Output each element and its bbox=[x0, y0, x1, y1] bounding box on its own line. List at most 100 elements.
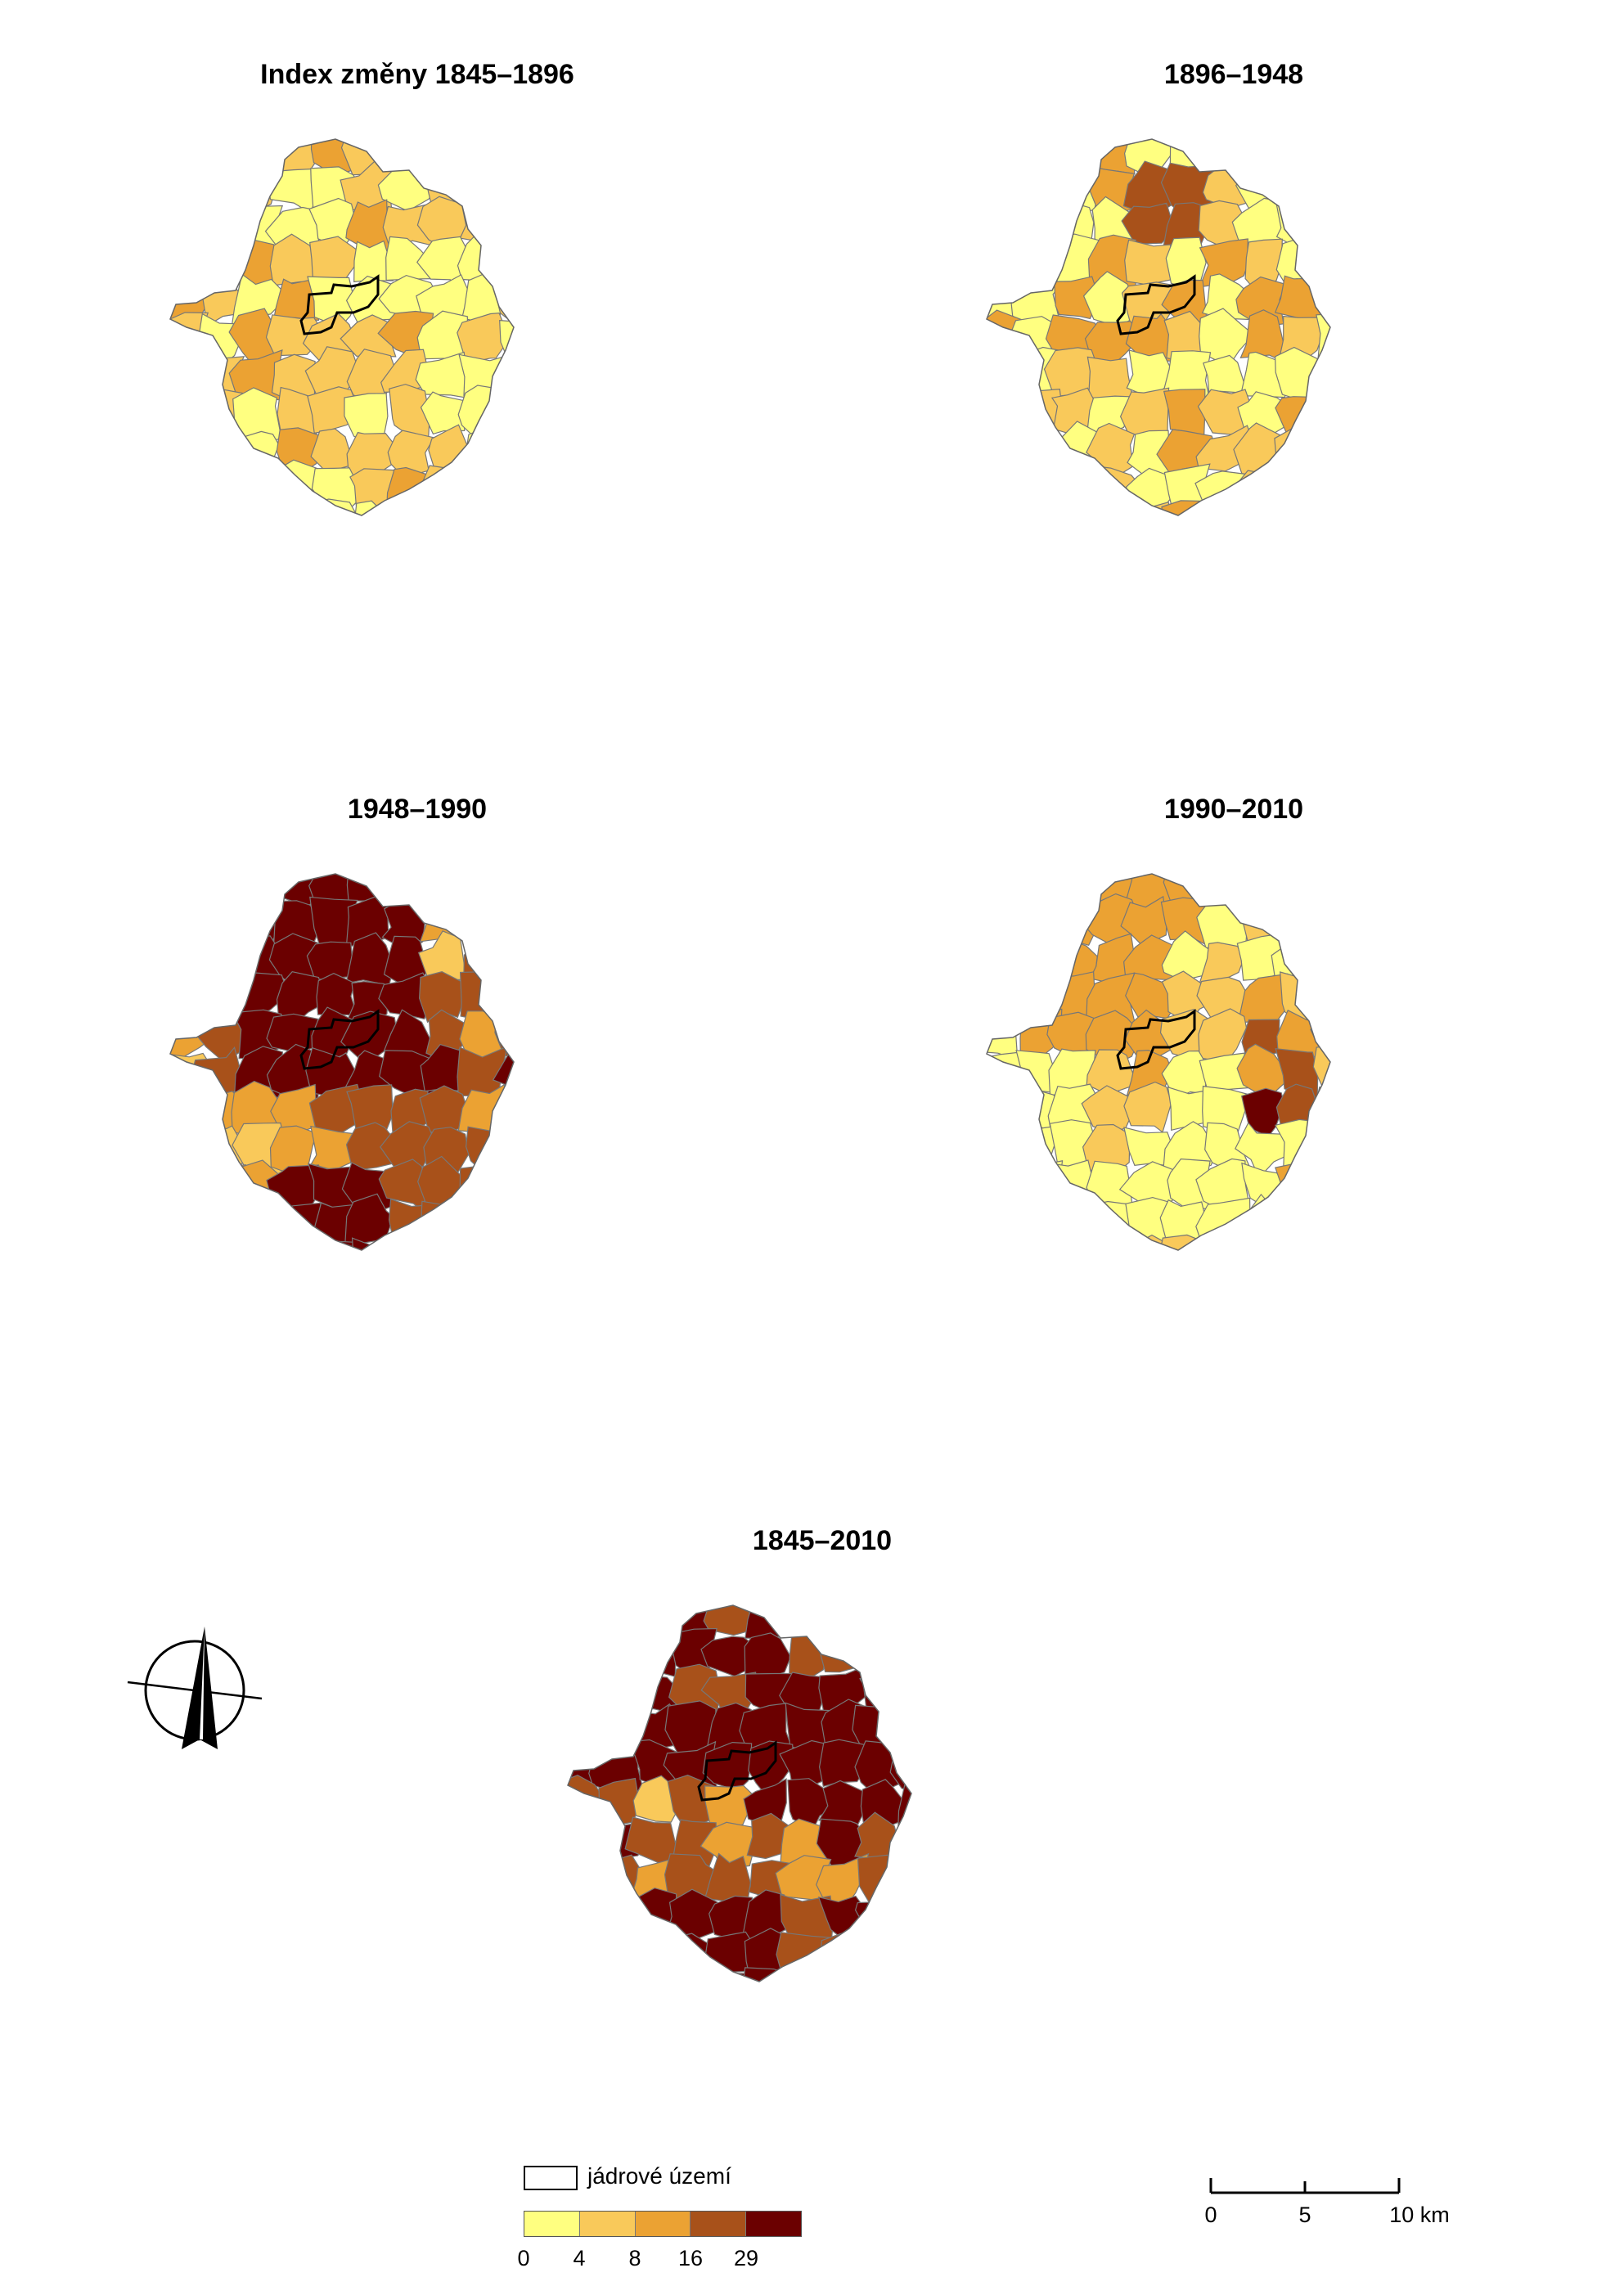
municipality-polygon bbox=[1311, 1084, 1330, 1137]
municipality-polygon bbox=[495, 898, 514, 949]
municipality-polygon bbox=[744, 1632, 792, 1681]
municipality-polygon bbox=[1272, 1233, 1326, 1250]
municipality-polygon bbox=[987, 898, 1025, 943]
study-area-boundary bbox=[986, 873, 1331, 1251]
municipality-polygon bbox=[452, 502, 506, 515]
municipality-polygon bbox=[495, 1119, 514, 1179]
municipality-polygon bbox=[896, 1855, 911, 1906]
municipality-polygon bbox=[1121, 202, 1175, 246]
municipality-polygon bbox=[1270, 139, 1326, 176]
municipality-polygon bbox=[170, 312, 209, 362]
municipality-polygon bbox=[1309, 969, 1330, 1022]
municipality-polygon bbox=[1235, 470, 1291, 513]
municipality-polygon bbox=[457, 233, 514, 282]
municipality-polygon bbox=[453, 1199, 506, 1244]
municipality-polygon bbox=[1158, 1234, 1213, 1250]
municipality-polygon bbox=[1016, 499, 1058, 515]
municipality-polygon bbox=[568, 1666, 599, 1721]
municipality-polygon bbox=[170, 237, 203, 285]
municipality-polygon bbox=[170, 352, 205, 398]
municipality-polygon bbox=[1202, 160, 1252, 209]
municipality-polygon bbox=[276, 971, 326, 1025]
municipality-polygon bbox=[1200, 506, 1251, 515]
municipality-polygon bbox=[740, 1967, 797, 1982]
municipality-polygon bbox=[270, 499, 322, 515]
municipality-polygon bbox=[987, 1006, 1020, 1061]
municipality-polygon bbox=[987, 196, 1023, 248]
municipality-polygon bbox=[229, 460, 283, 506]
municipality-polygon bbox=[170, 208, 205, 247]
municipality-polygon bbox=[1307, 383, 1330, 439]
municipality-polygon bbox=[987, 1244, 1019, 1250]
municipality-polygon bbox=[782, 1964, 830, 1982]
municipality-polygon bbox=[902, 1605, 911, 1645]
municipality-polygon bbox=[498, 202, 514, 249]
study-area-boundary bbox=[169, 873, 515, 1251]
municipality-polygon bbox=[568, 1856, 610, 1906]
scale-label-5: 5 bbox=[1298, 2203, 1311, 2227]
municipality-polygon bbox=[1313, 933, 1330, 985]
municipality-polygon bbox=[199, 1236, 245, 1250]
municipality-polygon bbox=[894, 1892, 911, 1944]
municipality-polygon bbox=[704, 1784, 756, 1828]
municipality-polygon bbox=[1307, 238, 1330, 290]
municipality-polygon bbox=[1198, 1008, 1248, 1064]
municipality-polygon bbox=[194, 237, 243, 291]
choropleth-map-1896-1948 bbox=[986, 138, 1331, 516]
municipality-polygon bbox=[987, 969, 1019, 1025]
municipality-polygon bbox=[421, 1200, 478, 1243]
municipality-polygon bbox=[987, 160, 1018, 214]
municipality-polygon bbox=[453, 902, 506, 943]
municipality-polygon bbox=[987, 462, 1026, 514]
municipality-polygon bbox=[1232, 874, 1282, 911]
municipality-polygon bbox=[889, 1740, 911, 1795]
municipality-polygon bbox=[1198, 942, 1244, 986]
municipality-polygon bbox=[1199, 308, 1255, 367]
municipality-polygon bbox=[194, 1163, 252, 1217]
municipality-polygon bbox=[596, 1605, 644, 1636]
municipality-polygon bbox=[1086, 356, 1133, 403]
municipality-polygon bbox=[170, 460, 209, 511]
legend-break-8: 8 bbox=[628, 2246, 641, 2270]
municipality-polygon bbox=[230, 430, 280, 475]
municipality-polygon bbox=[227, 1195, 290, 1250]
municipality-polygon bbox=[495, 1087, 514, 1136]
scale-label-0: 0 bbox=[1204, 2203, 1217, 2227]
municipality-polygon bbox=[196, 933, 250, 984]
municipality-polygon bbox=[568, 1933, 605, 1979]
municipality-polygon bbox=[1273, 897, 1320, 947]
municipality-polygon bbox=[493, 1162, 514, 1208]
municipality-polygon bbox=[198, 430, 245, 476]
municipality-polygon bbox=[987, 940, 1027, 987]
municipality-polygon bbox=[379, 502, 434, 515]
municipality-polygon bbox=[635, 1928, 673, 1982]
municipality-polygon bbox=[1276, 1196, 1329, 1250]
municipality-polygon bbox=[1311, 874, 1330, 910]
municipality-polygon bbox=[987, 500, 1023, 515]
municipality-polygon bbox=[380, 1121, 436, 1175]
map-title-1845-1896: Index změny 1845–1896 bbox=[260, 59, 574, 90]
municipality-polygon bbox=[987, 1123, 1027, 1173]
map-title-1896-1948: 1896–1948 bbox=[1163, 59, 1304, 90]
municipality-polygon bbox=[1313, 1235, 1330, 1250]
municipality-polygon bbox=[421, 874, 476, 910]
scale-bar bbox=[1209, 2178, 1401, 2194]
municipality-polygon bbox=[498, 237, 514, 288]
municipality-polygon bbox=[235, 1236, 284, 1250]
municipality-polygon bbox=[416, 465, 476, 515]
municipality-polygon bbox=[458, 1164, 513, 1215]
municipality-polygon bbox=[236, 139, 286, 179]
municipality-polygon bbox=[1120, 895, 1167, 947]
municipality-polygon bbox=[1240, 1087, 1285, 1138]
municipality-polygon bbox=[418, 971, 468, 1024]
municipality-polygon bbox=[495, 277, 514, 326]
municipality-polygon bbox=[383, 874, 433, 910]
municipality-polygon bbox=[568, 1701, 605, 1752]
study-area-boundary bbox=[567, 1604, 912, 1982]
municipality-polygon bbox=[347, 1237, 397, 1250]
municipality-polygon bbox=[1009, 464, 1064, 515]
municipality-polygon bbox=[591, 1854, 644, 1904]
choropleth-map-1845-1896 bbox=[169, 138, 515, 516]
municipality-polygon bbox=[1316, 313, 1330, 369]
municipality-polygon bbox=[170, 163, 209, 207]
